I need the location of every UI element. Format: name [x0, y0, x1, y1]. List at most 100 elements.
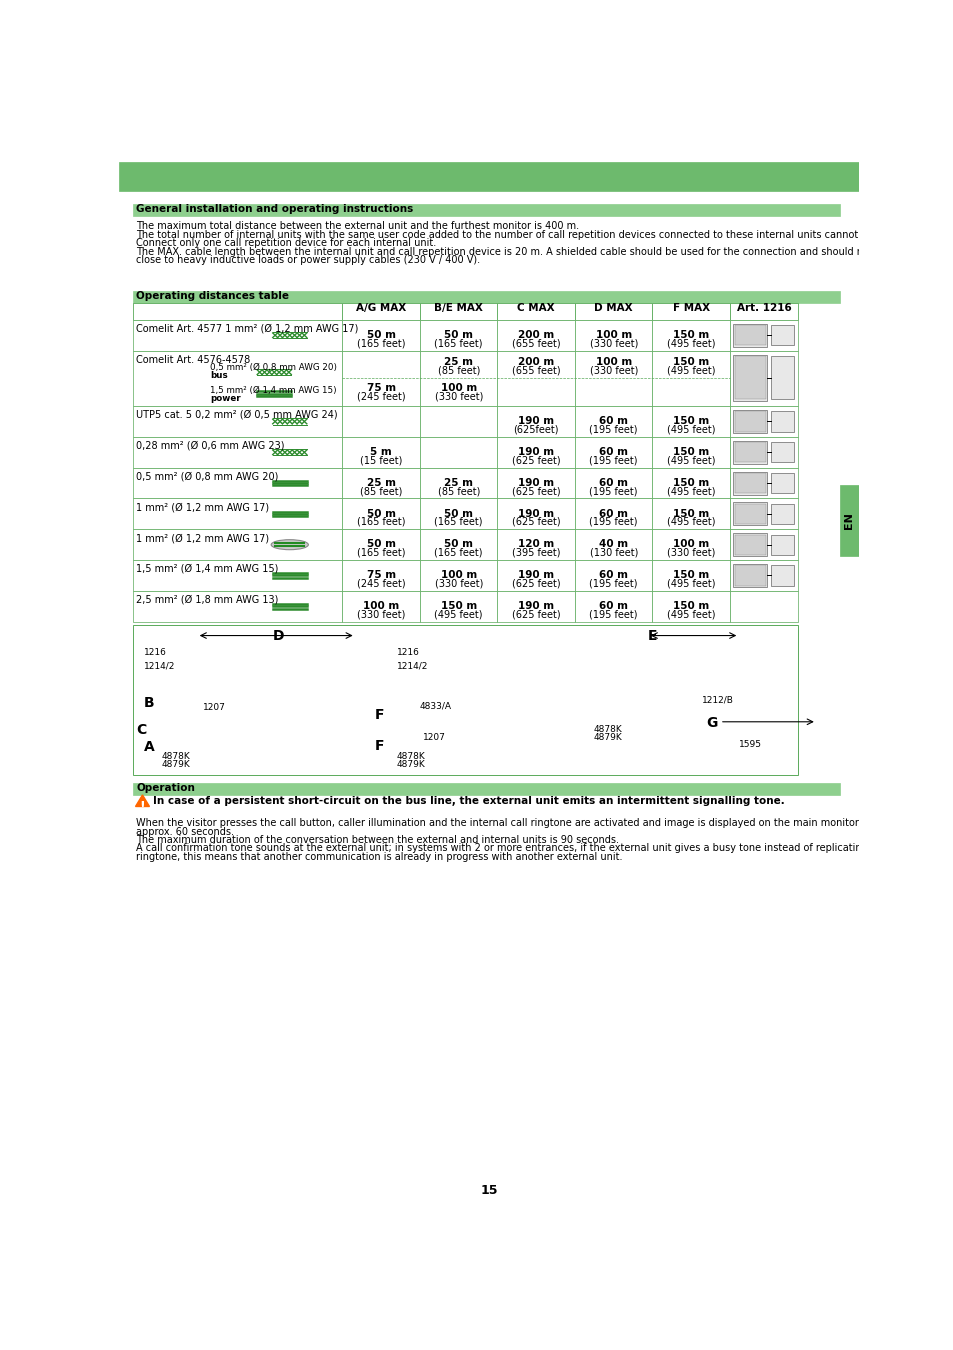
- Text: (245 feet): (245 feet): [356, 579, 405, 589]
- Text: 5 m: 5 m: [370, 447, 392, 456]
- Bar: [575, 591, 652, 622]
- Text: 150 m: 150 m: [673, 447, 709, 456]
- Text: close to heavy inductive loads or power supply cables (230 V / 400 V).: close to heavy inductive loads or power …: [136, 255, 480, 265]
- Bar: [497, 498, 575, 529]
- Bar: [119, 1180, 858, 1202]
- Text: (625feet): (625feet): [513, 424, 558, 435]
- Text: Comelit Art. 4577 1 mm² (Ø 1,2 mm AWG 17): Comelit Art. 4577 1 mm² (Ø 1,2 mm AWG 17…: [136, 324, 358, 333]
- Text: The maximum total distance between the external unit and the furthest monitor is: The maximum total distance between the e…: [136, 221, 578, 231]
- Text: 1214/2: 1214/2: [144, 662, 175, 671]
- Bar: [133, 406, 342, 437]
- Bar: [729, 498, 798, 529]
- Bar: [652, 529, 729, 560]
- Text: Connect only one call repetition device for each internal unit.: Connect only one call repetition device …: [136, 238, 436, 248]
- Bar: [133, 290, 840, 302]
- Text: (495 feet): (495 feet): [666, 579, 715, 589]
- Bar: [652, 302, 729, 320]
- Bar: [419, 591, 497, 622]
- Text: Comelit Art. 4576-4578: Comelit Art. 4576-4578: [136, 355, 251, 364]
- Bar: [342, 437, 419, 467]
- Text: (625 feet): (625 feet): [512, 517, 560, 526]
- Text: (85 feet): (85 feet): [437, 366, 479, 375]
- Text: 100 m: 100 m: [363, 601, 399, 612]
- Bar: [575, 560, 652, 591]
- Polygon shape: [135, 795, 150, 806]
- Bar: [133, 320, 342, 351]
- Bar: [732, 324, 766, 347]
- Text: 1212/B: 1212/B: [701, 695, 733, 705]
- Ellipse shape: [271, 540, 308, 549]
- Text: 100 m: 100 m: [440, 570, 476, 580]
- Text: 60 m: 60 m: [598, 509, 627, 518]
- Bar: [419, 320, 497, 351]
- Text: 25 m: 25 m: [444, 478, 473, 487]
- Bar: [342, 529, 419, 560]
- Text: 75 m: 75 m: [366, 383, 395, 393]
- Text: 1216: 1216: [396, 648, 419, 657]
- Bar: [771, 566, 793, 586]
- Bar: [729, 529, 798, 560]
- Text: approx. 60 seconds.: approx. 60 seconds.: [136, 826, 234, 837]
- Text: (330 feet): (330 feet): [666, 548, 715, 558]
- Text: 60 m: 60 m: [598, 416, 627, 427]
- Text: (495 feet): (495 feet): [666, 517, 715, 526]
- Bar: [497, 437, 575, 467]
- Text: F: F: [375, 707, 384, 722]
- Text: 60 m: 60 m: [598, 447, 627, 456]
- Bar: [342, 498, 419, 529]
- Text: (495 feet): (495 feet): [666, 366, 715, 375]
- Text: 150 m: 150 m: [673, 601, 709, 612]
- Text: The maximum duration of the conversation between the external and internal units: The maximum duration of the conversation…: [136, 836, 618, 845]
- Bar: [734, 412, 765, 432]
- Text: 50 m: 50 m: [444, 539, 473, 549]
- Bar: [729, 591, 798, 622]
- Text: EN: EN: [843, 513, 853, 529]
- Text: 100 m: 100 m: [595, 356, 631, 367]
- Bar: [575, 529, 652, 560]
- Text: (330 feet): (330 feet): [434, 579, 482, 589]
- Text: 50 m: 50 m: [366, 509, 395, 518]
- Bar: [419, 406, 497, 437]
- Text: !: !: [139, 799, 145, 813]
- Bar: [497, 406, 575, 437]
- Text: B/E MAX: B/E MAX: [434, 304, 482, 313]
- Text: 4833/A: 4833/A: [419, 702, 452, 710]
- Bar: [497, 302, 575, 320]
- Text: 4879K: 4879K: [162, 760, 191, 770]
- Text: 1207: 1207: [203, 703, 226, 713]
- Bar: [729, 467, 798, 498]
- Bar: [497, 591, 575, 622]
- Text: 25 m: 25 m: [444, 356, 473, 367]
- Text: F MAX: F MAX: [672, 304, 709, 313]
- Text: D: D: [273, 629, 284, 644]
- Bar: [342, 406, 419, 437]
- Bar: [652, 591, 729, 622]
- Text: E: E: [647, 629, 657, 644]
- Text: (195 feet): (195 feet): [589, 455, 638, 466]
- Text: (165 feet): (165 feet): [356, 339, 405, 348]
- Bar: [652, 467, 729, 498]
- Bar: [419, 529, 497, 560]
- Text: 100 m: 100 m: [673, 539, 709, 549]
- Bar: [419, 467, 497, 498]
- Text: G: G: [706, 716, 718, 729]
- Bar: [734, 356, 765, 400]
- Text: (495 feet): (495 feet): [666, 424, 715, 435]
- Bar: [133, 498, 342, 529]
- Text: 150 m: 150 m: [673, 478, 709, 487]
- Text: (195 feet): (195 feet): [589, 579, 638, 589]
- Bar: [575, 406, 652, 437]
- Text: A call confirmation tone sounds at the external unit; in systems with 2 or more : A call confirmation tone sounds at the e…: [136, 844, 886, 853]
- Text: 150 m: 150 m: [440, 601, 476, 612]
- Text: The total number of internal units with the same user code added to the number o: The total number of internal units with …: [136, 230, 908, 240]
- Bar: [119, 162, 858, 192]
- Bar: [497, 351, 575, 406]
- Bar: [342, 351, 419, 406]
- Bar: [575, 437, 652, 467]
- Bar: [729, 437, 798, 467]
- Text: Operation: Operation: [136, 783, 195, 794]
- Text: 0,5 mm² (Ø 0,8 mm AWG 20): 0,5 mm² (Ø 0,8 mm AWG 20): [210, 363, 336, 373]
- Text: (655 feet): (655 feet): [512, 366, 560, 375]
- Bar: [497, 320, 575, 351]
- Bar: [732, 533, 766, 556]
